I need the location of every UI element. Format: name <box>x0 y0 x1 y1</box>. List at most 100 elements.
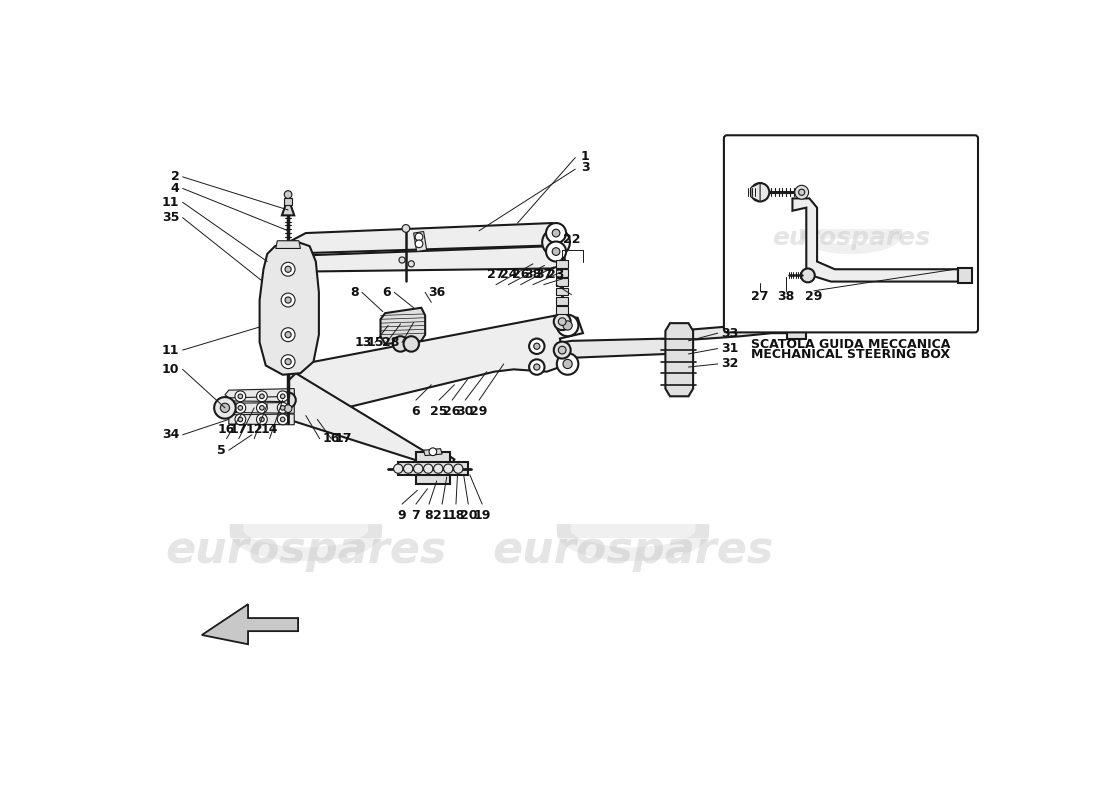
Polygon shape <box>229 391 295 402</box>
Circle shape <box>529 338 544 354</box>
Text: 27: 27 <box>487 268 505 281</box>
Circle shape <box>557 314 579 336</box>
Text: 16: 16 <box>218 422 235 435</box>
Circle shape <box>285 358 292 365</box>
Circle shape <box>408 261 415 267</box>
Text: 31: 31 <box>720 342 738 355</box>
Circle shape <box>235 391 245 402</box>
Polygon shape <box>792 198 958 282</box>
Circle shape <box>282 328 295 342</box>
Text: 16: 16 <box>322 432 340 445</box>
Text: 38: 38 <box>778 290 795 303</box>
Circle shape <box>282 262 295 276</box>
Text: 8: 8 <box>350 286 359 299</box>
Polygon shape <box>562 338 678 358</box>
Polygon shape <box>788 322 806 339</box>
Text: 5: 5 <box>217 444 226 457</box>
Text: 19: 19 <box>473 509 491 522</box>
Text: MECHANICAL STEERING BOX: MECHANICAL STEERING BOX <box>751 348 950 362</box>
Text: 18: 18 <box>448 509 464 522</box>
Polygon shape <box>675 323 788 341</box>
Text: 1: 1 <box>581 150 590 162</box>
Text: 29: 29 <box>805 290 823 303</box>
Circle shape <box>284 405 292 413</box>
Text: 29: 29 <box>471 405 487 418</box>
Text: 17: 17 <box>334 432 352 445</box>
Polygon shape <box>292 223 563 253</box>
Text: SCATOLA GUIDA MECCANICA: SCATOLA GUIDA MECCANICA <box>751 338 950 351</box>
Text: 3: 3 <box>581 161 590 174</box>
Polygon shape <box>224 389 295 398</box>
Circle shape <box>563 321 572 330</box>
Circle shape <box>285 266 292 272</box>
Circle shape <box>285 297 292 303</box>
Polygon shape <box>202 604 298 644</box>
Circle shape <box>529 359 544 374</box>
Text: 37: 37 <box>535 268 552 281</box>
Text: 22: 22 <box>563 233 580 246</box>
Circle shape <box>260 417 264 422</box>
Text: 30: 30 <box>456 405 474 418</box>
Circle shape <box>415 240 422 248</box>
Text: eurospares: eurospares <box>165 529 447 572</box>
FancyBboxPatch shape <box>724 135 978 332</box>
Polygon shape <box>556 288 569 295</box>
Circle shape <box>235 414 245 425</box>
Circle shape <box>559 318 566 326</box>
Circle shape <box>238 406 243 410</box>
Text: 6: 6 <box>383 286 392 299</box>
Circle shape <box>260 394 264 398</box>
Circle shape <box>285 332 292 338</box>
Text: 17: 17 <box>230 422 248 435</box>
Circle shape <box>799 189 805 195</box>
Circle shape <box>403 225 410 232</box>
Circle shape <box>277 414 288 425</box>
Circle shape <box>394 464 403 474</box>
Circle shape <box>563 359 572 369</box>
Text: 11: 11 <box>162 196 179 209</box>
Circle shape <box>277 391 288 402</box>
Polygon shape <box>556 260 569 268</box>
Circle shape <box>214 397 235 418</box>
Circle shape <box>404 336 419 352</box>
Text: 33: 33 <box>720 326 738 340</box>
Text: 6: 6 <box>411 405 420 418</box>
Circle shape <box>557 353 579 374</box>
Text: 20: 20 <box>460 509 477 522</box>
Polygon shape <box>292 246 565 271</box>
Circle shape <box>256 391 267 402</box>
Text: 26: 26 <box>443 405 461 418</box>
Polygon shape <box>414 231 427 251</box>
Polygon shape <box>229 402 295 414</box>
Polygon shape <box>556 278 569 286</box>
Circle shape <box>552 248 560 255</box>
Text: 8: 8 <box>425 509 433 522</box>
Text: 13: 13 <box>354 336 372 349</box>
Bar <box>416 452 450 484</box>
Circle shape <box>443 464 453 474</box>
Text: 24: 24 <box>499 268 517 281</box>
Text: 26: 26 <box>512 268 529 281</box>
Text: 35: 35 <box>162 211 179 224</box>
Circle shape <box>751 183 769 202</box>
Circle shape <box>280 394 285 398</box>
Text: 38: 38 <box>525 268 541 281</box>
Polygon shape <box>666 323 693 396</box>
Polygon shape <box>958 268 972 283</box>
Text: 2: 2 <box>170 170 179 183</box>
Polygon shape <box>229 414 295 425</box>
Circle shape <box>284 190 292 198</box>
Polygon shape <box>556 297 569 305</box>
Polygon shape <box>288 315 583 419</box>
Polygon shape <box>751 183 760 202</box>
Circle shape <box>282 354 295 369</box>
Circle shape <box>238 417 243 422</box>
Circle shape <box>552 230 560 237</box>
Circle shape <box>404 464 412 474</box>
Text: eurospares: eurospares <box>772 226 930 250</box>
Circle shape <box>794 186 808 199</box>
Polygon shape <box>284 198 292 206</box>
Text: 11: 11 <box>162 344 179 357</box>
Circle shape <box>260 406 264 410</box>
Circle shape <box>534 343 540 350</box>
